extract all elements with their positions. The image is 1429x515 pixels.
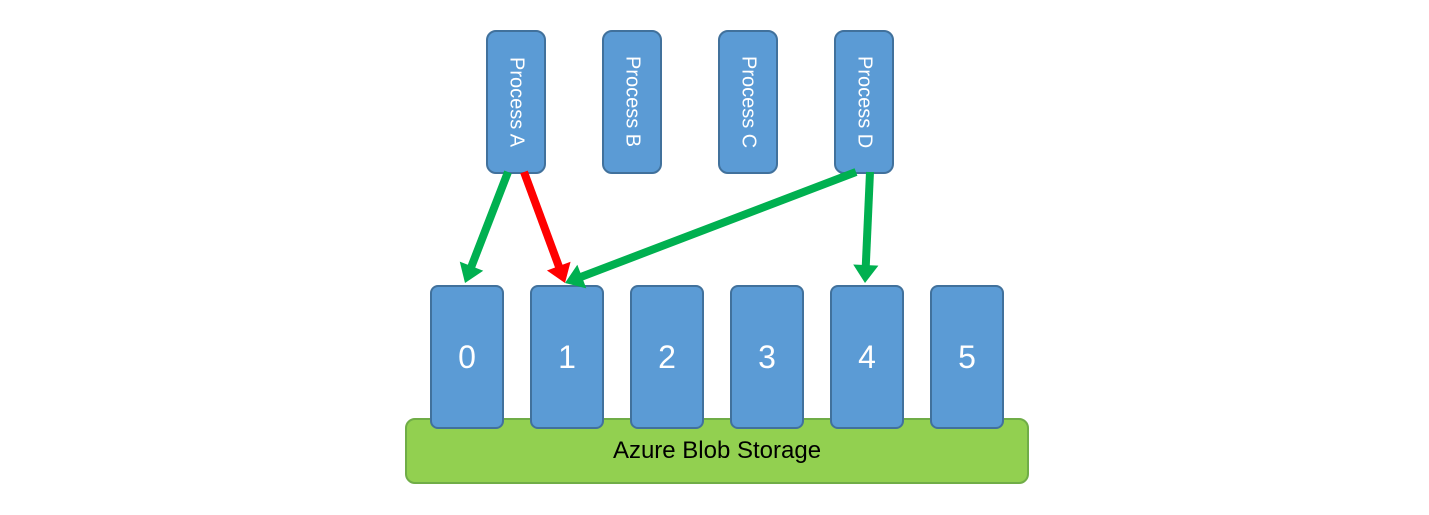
partition-5-label: 5 bbox=[958, 339, 976, 376]
partition-4: 4 bbox=[830, 285, 904, 429]
partition-5: 5 bbox=[930, 285, 1004, 429]
process-a: Process A bbox=[486, 30, 546, 174]
process-c: Process C bbox=[718, 30, 778, 174]
arrow-a-1 bbox=[524, 172, 559, 268]
process-d-label: Process D bbox=[853, 56, 876, 148]
partition-0-label: 0 bbox=[458, 339, 476, 376]
partition-1: 1 bbox=[530, 285, 604, 429]
partition-3: 3 bbox=[730, 285, 804, 429]
process-b: Process B bbox=[602, 30, 662, 174]
process-d: Process D bbox=[834, 30, 894, 174]
arrow-a-0-head bbox=[460, 262, 483, 283]
arrow-d-4 bbox=[866, 172, 870, 267]
partition-0: 0 bbox=[430, 285, 504, 429]
storage-label: Azure Blob Storage bbox=[613, 437, 821, 465]
arrow-a-0 bbox=[471, 172, 508, 268]
partition-1-label: 1 bbox=[558, 339, 576, 376]
partition-3-label: 3 bbox=[758, 339, 776, 376]
partition-4-label: 4 bbox=[858, 339, 876, 376]
partition-2-label: 2 bbox=[658, 339, 676, 376]
process-b-label: Process B bbox=[621, 56, 644, 147]
process-a-label: Process A bbox=[505, 57, 528, 147]
partition-2: 2 bbox=[630, 285, 704, 429]
arrow-d-4-head bbox=[853, 264, 878, 283]
arrow-a-1-head bbox=[547, 262, 571, 283]
arrow-d-1 bbox=[580, 172, 856, 277]
process-c-label: Process C bbox=[737, 56, 760, 148]
